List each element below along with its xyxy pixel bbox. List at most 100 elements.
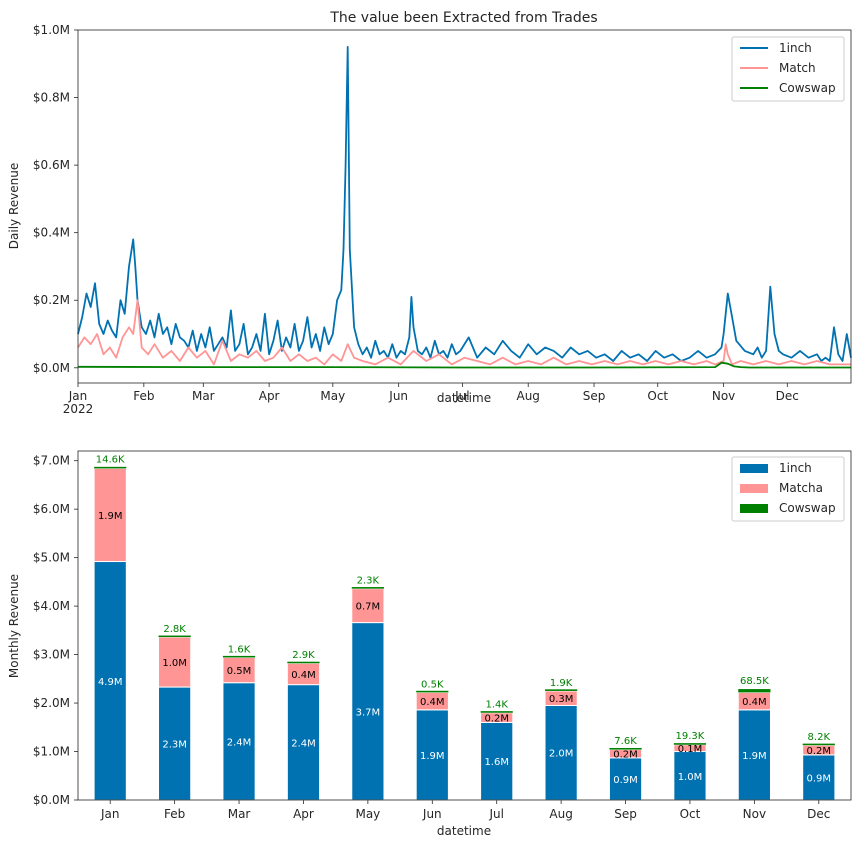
line-x-tick-label: Apr bbox=[259, 389, 280, 403]
bar-1inch-apr bbox=[286, 684, 321, 801]
bar-label-matcha-jan: 1.9M bbox=[98, 511, 123, 522]
bar-cowswap-aug bbox=[545, 689, 578, 691]
legend-1inch-label: 1inch bbox=[779, 41, 812, 55]
bar-label-cowswap-dec: 8.2K bbox=[808, 732, 831, 743]
bar-x-tick-label: May bbox=[355, 807, 380, 821]
legend-cowswap-bar-swatch bbox=[740, 504, 768, 513]
bar-y-tick-label: $3.0M bbox=[33, 648, 70, 662]
line-x-tick-label: Sep bbox=[583, 389, 606, 403]
bar-label-1inch-oct: 1.0M bbox=[678, 772, 703, 783]
line-y-axis-label: Daily Revenue bbox=[7, 163, 21, 249]
bar-x-tick-label: Nov bbox=[743, 807, 766, 821]
line-chart-title: The value been Extracted from Trades bbox=[329, 10, 597, 26]
line-chart-frame bbox=[77, 29, 852, 384]
bar-y-tick-label: $1.0M bbox=[33, 745, 70, 759]
line-y-tick-label: $0.8M bbox=[33, 91, 70, 105]
bar-cowswap-mar bbox=[222, 655, 256, 658]
bar-cowswap-jun bbox=[416, 690, 449, 693]
bar-x-tick-label: Dec bbox=[807, 807, 830, 821]
line-y-tick-label: $0.4M bbox=[33, 226, 70, 240]
legend-cowswap-bar-label: Cowswap bbox=[779, 501, 836, 515]
bar-label-matcha-nov: 0.4M bbox=[742, 697, 767, 708]
bar-series-group bbox=[93, 466, 836, 801]
bar-y-axis-ticks: $0.0M $1.0M $2.0M $3.0M $4.0M $5.0M $6.0M $7.0M bbox=[33, 454, 78, 807]
line-x-tick-label: Nov bbox=[712, 389, 735, 403]
bar-cowswap-jan bbox=[94, 466, 127, 469]
monthly-revenue-bar-chart: $0.0M $1.0M $2.0M $3.0M $4.0M $5.0M $6.0M $7.0M… bbox=[7, 450, 852, 838]
line-x-tick-label: Aug bbox=[516, 389, 539, 403]
legend-cowswap-label: Cowswap bbox=[779, 81, 836, 95]
bar-label-cowswap-mar: 1.6K bbox=[228, 644, 251, 655]
bar-x-tick-label: Jan bbox=[100, 807, 120, 821]
bar-label-cowswap-jun: 0.5K bbox=[421, 679, 444, 690]
bar-chart-legend: 1inch Matcha Cowswap bbox=[731, 456, 845, 522]
bar-label-1inch-feb: 2.3M bbox=[162, 740, 187, 751]
bar-label-cowswap-jan: 14.6K bbox=[96, 455, 125, 466]
bar-cowswap-jul bbox=[480, 711, 513, 713]
bar-y-tick-label: $2.0M bbox=[33, 696, 70, 710]
daily-revenue-line-chart: The value been Extracted from Trades $0.… bbox=[7, 10, 852, 416]
bar-label-cowswap-oct: 19.3K bbox=[676, 731, 705, 742]
bar-label-cowswap-nov: 68.5K bbox=[740, 676, 769, 687]
bar-x-tick-label: Oct bbox=[680, 807, 701, 821]
bar-x-axis-label: datetime bbox=[437, 824, 491, 838]
bar-x-tick-label: Mar bbox=[228, 807, 251, 821]
bar-y-tick-label: $0.0M bbox=[33, 793, 70, 807]
line-x-axis-label: datetime bbox=[437, 391, 491, 405]
legend-1inch-bar-swatch bbox=[740, 464, 768, 473]
legend-matcha-bar-swatch bbox=[740, 484, 768, 493]
bar-matcha-may bbox=[351, 588, 385, 624]
bar-label-matcha-may: 0.7M bbox=[356, 602, 381, 613]
line-x-tick-label: Dec bbox=[776, 389, 799, 403]
bar-cowswap-sep bbox=[609, 747, 642, 750]
bar-label-1inch-dec: 0.9M bbox=[807, 773, 832, 784]
bar-x-tick-label: Jun bbox=[422, 807, 442, 821]
bar-label-cowswap-feb: 2.8K bbox=[163, 624, 186, 635]
bar-cowswap-dec bbox=[802, 743, 835, 746]
line-series-1inch bbox=[77, 46, 852, 362]
line-x-year-label: 2022 bbox=[63, 402, 94, 416]
bar-x-tick-label: Apr bbox=[293, 807, 314, 821]
bar-matcha-apr bbox=[286, 662, 321, 686]
line-y-axis-ticks: $0.0M $0.2M $0.4M $0.6M $0.8M $1.0M bbox=[33, 23, 78, 375]
bar-matcha-jan bbox=[93, 467, 127, 563]
bar-label-cowswap-jul: 1.4K bbox=[485, 700, 508, 711]
bar-cowswap-may bbox=[351, 587, 384, 589]
bar-label-cowswap-apr: 2.9K bbox=[292, 650, 315, 661]
line-x-tick-label: Oct bbox=[647, 389, 668, 403]
bar-label-1inch-jun: 1.9M bbox=[420, 751, 445, 762]
line-x-axis-ticks: Jan Feb Mar Apr May Jun Jul Aug Sep Oct Nov Dec bbox=[68, 383, 799, 403]
bar-label-cowswap-sep: 7.6K bbox=[614, 736, 637, 747]
bar-1inch-feb bbox=[158, 686, 192, 801]
line-x-tick-label: Mar bbox=[192, 389, 215, 403]
bar-x-tick-label: Feb bbox=[164, 807, 185, 821]
line-y-tick-label: $0.0M bbox=[33, 361, 70, 375]
bar-label-matcha-mar: 0.5M bbox=[227, 666, 252, 677]
bar-label-matcha-feb: 1.0M bbox=[162, 658, 187, 669]
line-x-tick-label: Jul bbox=[454, 389, 469, 403]
bar-y-tick-label: $4.0M bbox=[33, 599, 70, 613]
bar-label-matcha-aug: 0.3M bbox=[549, 694, 574, 705]
bar-cowswap-oct bbox=[673, 743, 707, 745]
legend-match-label: Match bbox=[779, 61, 816, 75]
bar-label-matcha-apr: 0.4M bbox=[291, 670, 316, 681]
bar-cowswap-nov bbox=[738, 689, 771, 693]
bar-label-matcha-oct: 0.1M bbox=[678, 744, 703, 755]
bar-label-1inch-jan: 4.9M bbox=[98, 677, 123, 688]
bar-label-matcha-sep: 0.2M bbox=[613, 750, 638, 761]
line-x-tick-label: Jan bbox=[68, 389, 88, 403]
line-x-tick-label: Feb bbox=[133, 389, 154, 403]
bar-label-cowswap-aug: 1.9K bbox=[550, 678, 573, 689]
line-series-cowswap bbox=[77, 361, 851, 369]
bar-label-1inch-aug: 2.0M bbox=[549, 749, 574, 760]
bar-x-tick-label: Jul bbox=[488, 807, 503, 821]
bar-label-matcha-dec: 0.2M bbox=[807, 746, 832, 757]
bar-y-tick-label: $5.0M bbox=[33, 551, 70, 565]
bar-x-tick-label: Sep bbox=[614, 807, 637, 821]
bar-1inch-jun bbox=[415, 709, 449, 801]
bar-label-matcha-jun: 0.4M bbox=[420, 697, 445, 708]
bar-chart-frame bbox=[77, 450, 852, 801]
line-y-tick-label: $0.2M bbox=[33, 293, 70, 307]
bar-1inch-jan bbox=[93, 561, 127, 801]
